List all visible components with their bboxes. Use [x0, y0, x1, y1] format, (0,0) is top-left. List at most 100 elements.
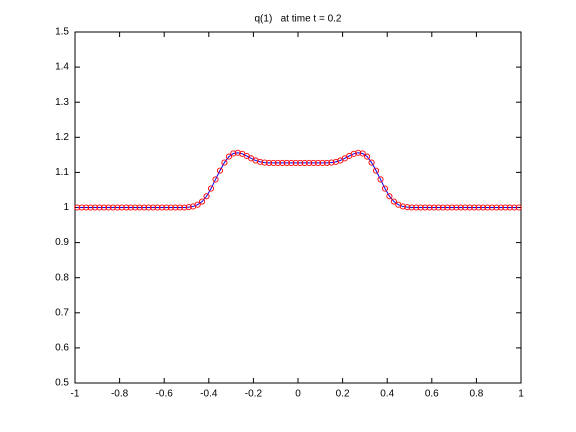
data-point: [74, 204, 81, 211]
data-point: [457, 204, 464, 211]
data-point: [288, 159, 295, 166]
y-tick-label: 1.4: [55, 62, 69, 73]
x-tick-label: -0.4: [200, 389, 218, 400]
data-point: [315, 159, 322, 166]
y-tick-label: 1.1: [55, 167, 69, 178]
data-point: [181, 204, 188, 211]
data-point: [87, 204, 94, 211]
data-point: [292, 159, 299, 166]
data-point: [404, 204, 411, 211]
data-point: [230, 150, 237, 157]
data-point: [359, 150, 366, 157]
y-tick-label: 1: [63, 202, 69, 213]
data-point: [417, 204, 424, 211]
data-point: [185, 204, 192, 211]
data-point: [176, 204, 183, 211]
x-tick-label: 0.8: [469, 389, 483, 400]
data-point: [92, 204, 99, 211]
data-point: [118, 204, 125, 211]
data-point: [114, 204, 121, 211]
data-point: [448, 204, 455, 211]
data-point: [426, 204, 433, 211]
data-point: [167, 204, 174, 211]
data-point: [145, 204, 152, 211]
data-point: [386, 193, 393, 200]
data-point: [390, 198, 397, 205]
data-point: [350, 150, 357, 157]
data-point: [172, 204, 179, 211]
y-tick-label: 1.2: [55, 132, 69, 143]
x-tick-label: 1: [518, 389, 524, 400]
data-point: [132, 204, 139, 211]
data-point: [377, 176, 384, 183]
data-point: [511, 204, 518, 211]
data-point: [283, 159, 290, 166]
data-point: [310, 159, 317, 166]
data-point: [225, 153, 232, 160]
y-tick-label: 0.6: [55, 343, 69, 354]
data-point: [413, 204, 420, 211]
data-point: [141, 204, 148, 211]
data-point: [78, 204, 85, 211]
data-point: [368, 159, 375, 166]
data-point: [297, 159, 304, 166]
data-point: [430, 204, 438, 211]
data-point: [475, 204, 482, 211]
x-tick-label: -0.6: [156, 389, 174, 400]
data-point: [493, 204, 500, 211]
data-point: [462, 204, 469, 211]
data-point: [154, 204, 161, 211]
data-point: [484, 204, 491, 211]
data-point: [488, 204, 496, 211]
data-point: [355, 149, 362, 156]
data-point: [127, 204, 134, 211]
data-point: [453, 204, 460, 211]
data-point: [199, 198, 206, 205]
data-point: [163, 204, 170, 211]
x-tick-label: 0.2: [336, 389, 350, 400]
data-point: [136, 204, 143, 211]
data-point: [306, 159, 313, 166]
x-tick-label: -0.2: [245, 389, 263, 400]
data-point: [158, 204, 166, 211]
data-point: [257, 158, 264, 165]
data-point: [328, 159, 335, 166]
data-point: [480, 204, 487, 211]
data-point: [243, 152, 250, 159]
x-tick-label: 0.4: [380, 389, 394, 400]
y-tick-label: 1.5: [55, 27, 69, 38]
data-point: [341, 155, 348, 162]
data-point: [234, 149, 241, 156]
data-point: [502, 204, 509, 211]
data-point: [399, 203, 406, 210]
data-point: [506, 204, 513, 211]
data-point: [381, 185, 389, 192]
y-tick-label: 0.7: [55, 307, 69, 318]
data-point: [212, 176, 219, 183]
data-point: [422, 204, 429, 211]
data-point: [408, 204, 415, 211]
data-point: [466, 204, 473, 211]
x-tick-label: 0.6: [425, 389, 439, 400]
data-point: [319, 159, 326, 166]
x-tick-label: 0: [295, 389, 301, 400]
data-point: [364, 153, 371, 160]
data-point: [221, 159, 228, 166]
data-point: [497, 204, 504, 211]
data-point: [439, 204, 447, 211]
y-tick-label: 0.5: [55, 378, 69, 389]
data-point: [515, 204, 522, 211]
data-point: [109, 204, 116, 211]
x-tick-label: -1: [71, 389, 80, 400]
data-point: [435, 204, 442, 211]
data-point: [301, 159, 308, 166]
data-point: [149, 204, 157, 211]
y-tick-label: 0.9: [55, 237, 69, 248]
data-point: [216, 167, 223, 174]
data-point: [274, 159, 281, 166]
data-point: [194, 201, 201, 208]
chart-title: q(1) at time t = 0.2: [255, 14, 342, 25]
x-tick-label: -0.8: [111, 389, 129, 400]
